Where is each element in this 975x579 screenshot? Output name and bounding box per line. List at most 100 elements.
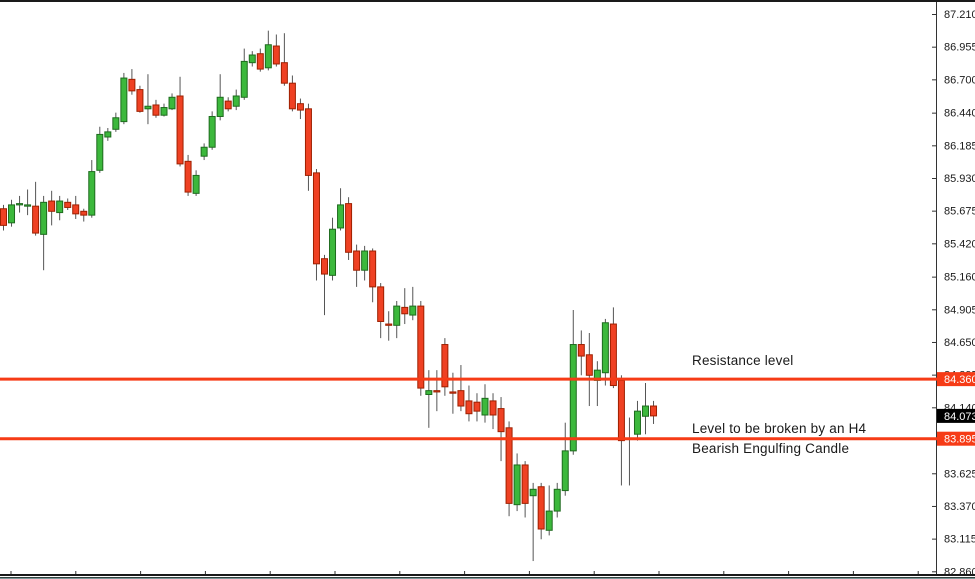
candle-bullish bbox=[337, 204, 345, 229]
price-axis-label: 87.210 bbox=[944, 9, 975, 21]
candle-bullish bbox=[409, 305, 417, 316]
candle-bullish bbox=[160, 107, 168, 116]
candle-bullish bbox=[481, 397, 489, 416]
candle-bullish bbox=[104, 131, 112, 138]
candle-bearish bbox=[521, 464, 529, 504]
candle-bearish bbox=[345, 203, 353, 253]
candle-bullish bbox=[96, 133, 104, 171]
candle-bullish bbox=[200, 146, 208, 157]
price-axis-label: 84.905 bbox=[944, 304, 975, 316]
candle-bearish bbox=[650, 405, 658, 417]
candle-bearish bbox=[537, 486, 545, 530]
candle-bearish bbox=[489, 400, 497, 416]
price-axis-label: 85.160 bbox=[944, 272, 975, 284]
price-axis-label: 86.700 bbox=[944, 74, 975, 86]
candle-bullish bbox=[561, 450, 569, 492]
price-axis-label: 86.440 bbox=[944, 108, 975, 120]
candle-bearish bbox=[585, 354, 593, 376]
candle-bearish bbox=[152, 104, 160, 116]
candle-bullish bbox=[264, 44, 272, 69]
candle-bearish bbox=[48, 200, 56, 212]
candle-bearish bbox=[256, 53, 264, 70]
candle-bullish bbox=[529, 488, 537, 497]
price-axis: 87.210 86.955 86.700 86.440 86.185 85.930 85.6… bbox=[932, 9, 975, 578]
candle-bearish bbox=[433, 390, 441, 393]
candle-bullish bbox=[208, 115, 216, 148]
price-axis-label: 83.625 bbox=[944, 468, 975, 480]
price-axis-label: 85.930 bbox=[944, 173, 975, 185]
candle-bearish bbox=[505, 427, 513, 504]
candle-bullish bbox=[248, 54, 256, 64]
price-axis-label: 83.115 bbox=[944, 534, 975, 546]
candle-bearish bbox=[385, 323, 393, 326]
candle-bearish bbox=[473, 401, 481, 412]
candle-bullish bbox=[425, 390, 433, 395]
candle-bearish bbox=[304, 108, 312, 176]
candle-bearish bbox=[417, 305, 425, 389]
candle-bullish bbox=[361, 250, 369, 271]
annotation-break-level-line1[interactable]: Level to be broken by an H4 bbox=[692, 421, 867, 436]
candle-bearish bbox=[497, 408, 505, 433]
candle-bullish bbox=[240, 60, 248, 98]
candle-bullish bbox=[24, 204, 32, 207]
candle-bullish bbox=[192, 174, 200, 194]
candle-bullish bbox=[144, 105, 152, 110]
candle-bullish bbox=[88, 171, 96, 216]
candle-bullish bbox=[329, 228, 337, 276]
price-axis-label: 84.650 bbox=[944, 337, 975, 349]
candle-bullish bbox=[216, 96, 224, 117]
candle-bearish bbox=[72, 204, 80, 215]
candle-bearish bbox=[128, 78, 136, 92]
candle-bullish bbox=[232, 95, 240, 107]
candle-bearish bbox=[176, 95, 184, 165]
candle-bearish bbox=[449, 391, 457, 394]
candle-bearish bbox=[577, 344, 585, 357]
resistance-price-tag-label: 84.360 bbox=[944, 374, 975, 386]
candle-bearish bbox=[184, 160, 192, 193]
annotation-break-level-line2[interactable]: Bearish Engulfing Candle bbox=[692, 441, 850, 456]
candle-bearish bbox=[80, 210, 88, 216]
price-axis-label: 85.675 bbox=[944, 206, 975, 218]
candle-bullish bbox=[601, 322, 609, 374]
price-axis-label: 86.955 bbox=[944, 42, 975, 54]
candle-bearish bbox=[136, 89, 144, 112]
candle-bearish bbox=[377, 286, 385, 322]
candle-bearish bbox=[609, 323, 617, 387]
candle-bullish bbox=[513, 464, 521, 506]
candle-bullish bbox=[8, 204, 16, 224]
candle-bullish bbox=[112, 117, 120, 130]
candle-bearish bbox=[288, 82, 296, 110]
candle-bearish bbox=[312, 172, 320, 265]
candle-bearish bbox=[296, 103, 304, 111]
candle-bullish bbox=[120, 77, 128, 123]
candle-bullish bbox=[168, 96, 176, 110]
candle-bearish bbox=[0, 208, 7, 226]
price-axis-label: 85.420 bbox=[944, 238, 975, 250]
candle-bearish bbox=[224, 100, 232, 110]
window-divider-line bbox=[0, 577, 975, 578]
annotation-resistance-level[interactable]: Resistance level bbox=[692, 353, 794, 368]
candle-bearish bbox=[353, 250, 361, 271]
support-price-tag-label: 83.895 bbox=[944, 434, 975, 446]
current-price-tag-label: 84.073 bbox=[944, 411, 975, 423]
window-top-border bbox=[0, 0, 975, 2]
candle-bearish bbox=[441, 344, 449, 388]
resistance-price-tag bbox=[937, 372, 975, 387]
candle-bullish bbox=[553, 488, 561, 512]
candle-bearish bbox=[617, 379, 625, 442]
candle-bullish bbox=[633, 410, 641, 435]
price-axis-label: 83.370 bbox=[944, 501, 975, 513]
candle-bullish bbox=[393, 305, 401, 326]
candle-bearish bbox=[401, 306, 409, 315]
candle-bullish bbox=[40, 201, 48, 235]
candlestick-series bbox=[0, 30, 658, 562]
chart-bottom-border bbox=[0, 574, 975, 576]
candle-bearish bbox=[280, 62, 288, 84]
candle-bearish bbox=[465, 400, 473, 415]
price-axis-label: 86.185 bbox=[944, 140, 975, 152]
candle-bullish bbox=[642, 405, 649, 417]
candle-bullish bbox=[16, 203, 24, 206]
candle-bearish bbox=[457, 390, 465, 407]
candle-bullish bbox=[56, 200, 64, 214]
